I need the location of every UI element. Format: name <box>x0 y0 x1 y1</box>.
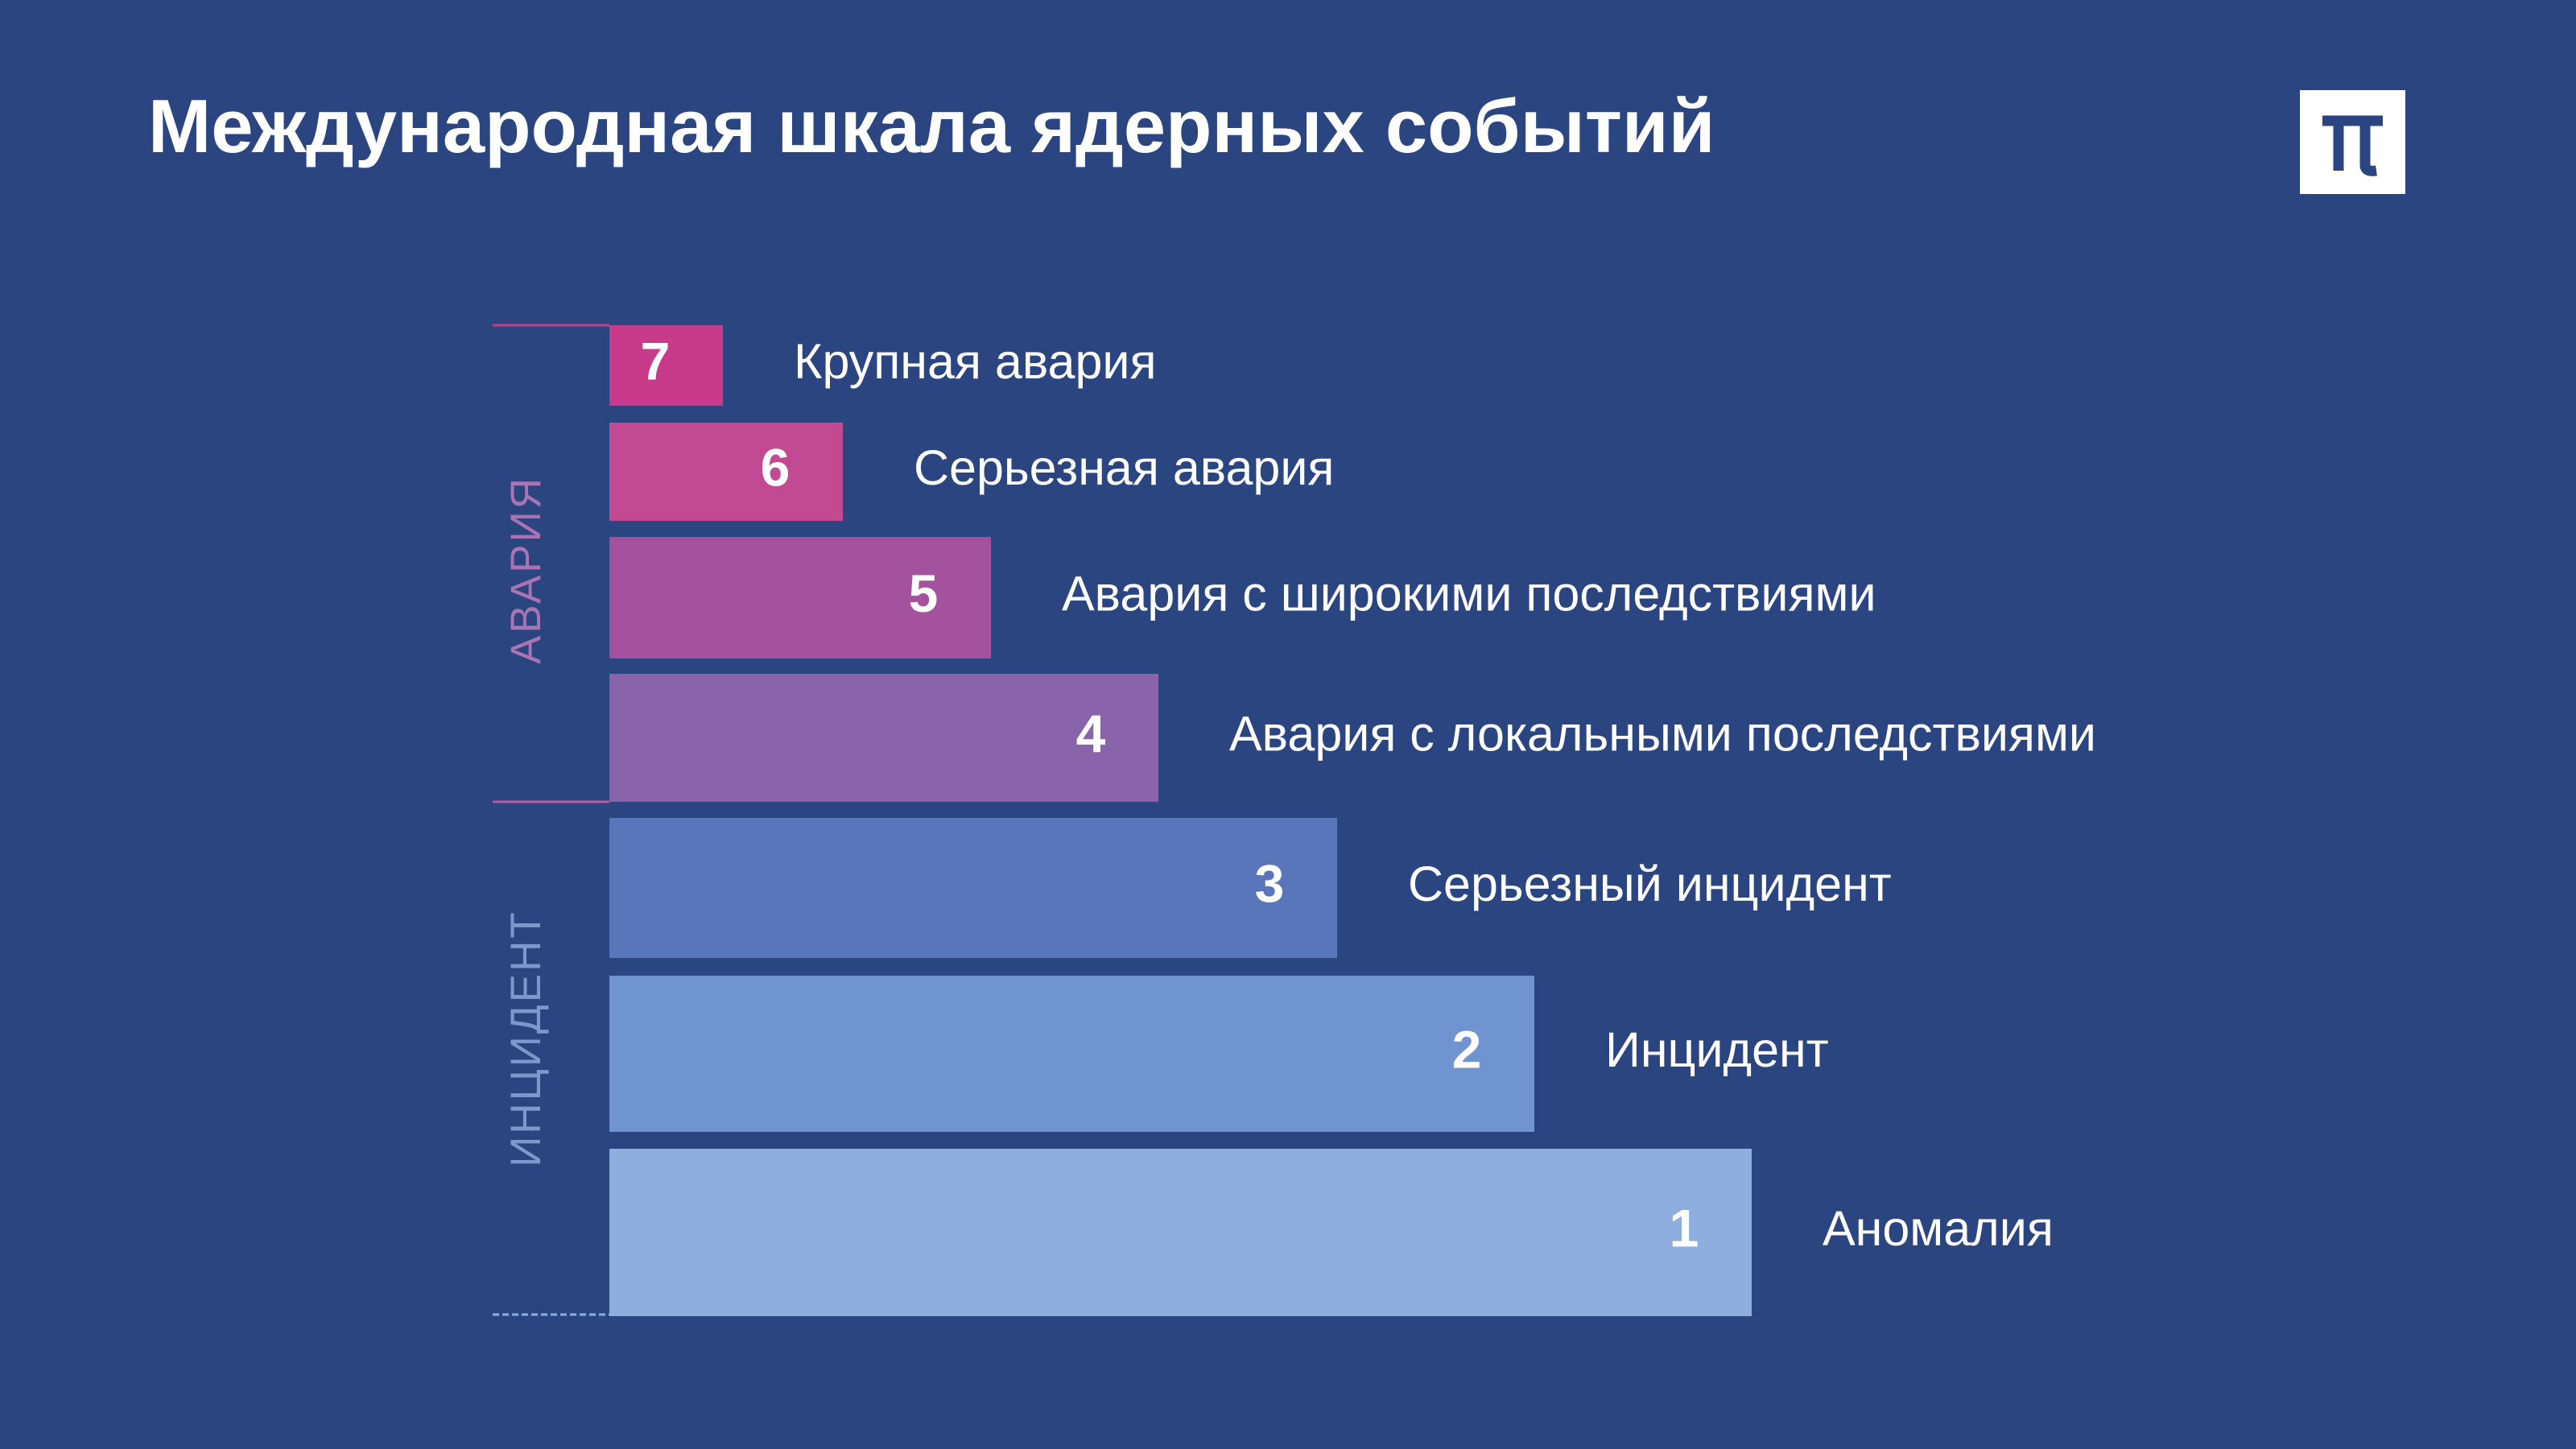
level-name: Серьезная авария <box>914 440 1334 495</box>
logo <box>2300 90 2405 194</box>
level-bar <box>609 674 1158 802</box>
logo-glyph <box>2322 115 2383 176</box>
level-bar <box>609 1149 1752 1316</box>
logo-box <box>2300 90 2405 194</box>
level-bar <box>609 423 843 521</box>
level-number: 3 <box>1255 853 1285 913</box>
group-label: ИНЦИДЕНТ <box>502 910 550 1167</box>
level-name: Серьезный инцидент <box>1408 857 1892 911</box>
level-number: 5 <box>909 564 939 623</box>
level-name: Крупная авария <box>794 334 1157 389</box>
group-label: АВАРИЯ <box>502 476 550 664</box>
level-number: 1 <box>1670 1198 1699 1257</box>
level-name: Авария с широкими последствиями <box>1062 567 1876 621</box>
level-bar <box>609 818 1337 958</box>
level-number: 7 <box>641 331 671 390</box>
level-name: Авария с локальными последствиями <box>1229 707 2096 762</box>
level-number: 2 <box>1452 1019 1482 1079</box>
title: Международная шкала ядерных событий <box>148 84 1715 168</box>
level-bar <box>609 976 1534 1132</box>
level-number: 6 <box>761 437 791 497</box>
level-name: Инцидент <box>1605 1022 1829 1077</box>
level-bar <box>609 537 991 658</box>
level-number: 4 <box>1076 704 1106 763</box>
level-name: Аномалия <box>1823 1201 2054 1256</box>
level-bar <box>609 325 723 406</box>
